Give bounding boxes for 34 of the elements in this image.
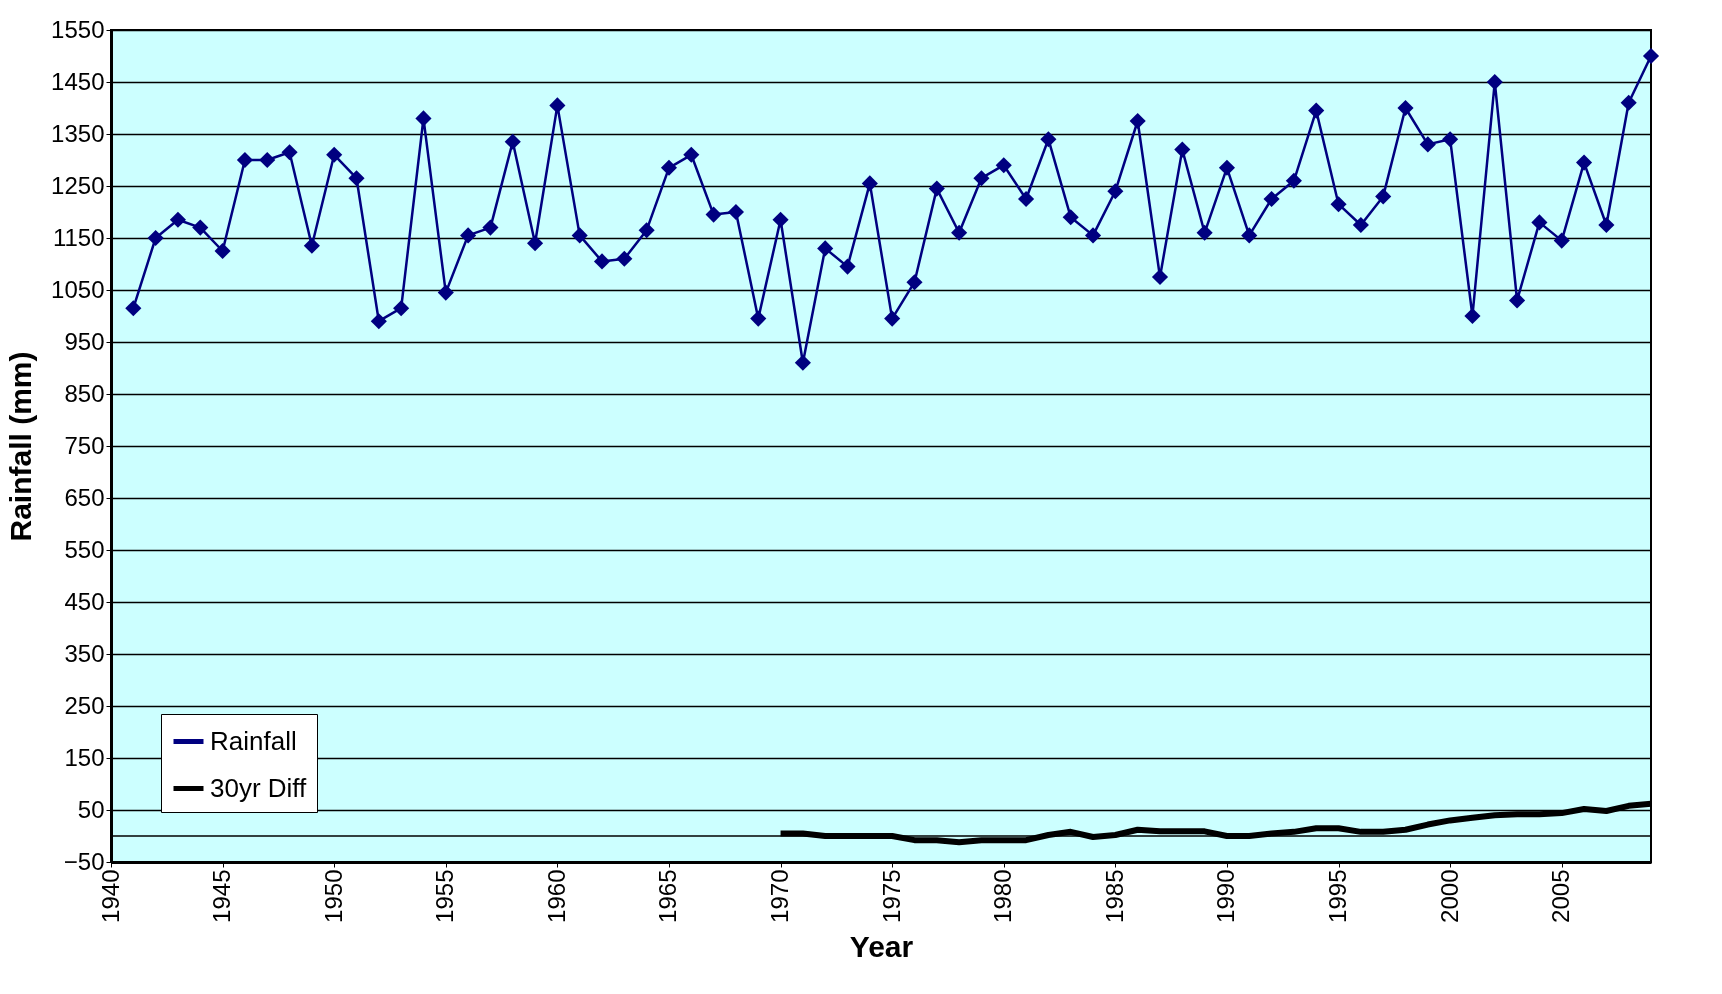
y-tick-label: 650 [64,483,105,511]
y-axis-title: Rainfall (mm) [4,351,38,542]
y-tick-label: 1450 [51,67,105,95]
x-tick-label: 1975 [877,869,905,923]
x-tick-label: 1950 [319,869,347,923]
x-tick-label: 2000 [1435,869,1463,923]
x-tick-label: 1995 [1324,869,1352,923]
x-tick-label: 1940 [96,869,124,923]
y-tick-label: 1050 [51,275,105,303]
y-tick-label: 550 [64,535,105,563]
x-tick-label: 1955 [431,869,459,923]
legend-label: 30yr Diff [210,772,308,803]
y-tick-label: 1250 [51,171,105,199]
x-tick-label: 1970 [766,869,794,923]
y-tick-label: 1150 [52,223,105,251]
y-tick-label: 1550 [51,15,105,43]
y-tick-label: 1350 [51,119,105,147]
y-tick-label: 950 [64,327,105,355]
x-tick-label: 1980 [989,869,1017,923]
legend-label: Rainfall [210,725,297,756]
y-tick-label: 450 [64,587,105,615]
x-tick-label: 1965 [654,869,682,923]
y-tick-label: 750 [64,431,105,459]
y-tick-label: 850 [64,379,105,407]
x-tick-label: 2005 [1547,869,1575,923]
y-tick-label: 250 [64,691,105,719]
x-tick-label: 1945 [208,869,236,923]
y-tick-label: 50 [77,795,105,823]
y-tick-label: 150 [64,743,105,771]
x-tick-label: 1960 [542,869,570,923]
x-axis-title: Year [849,929,914,963]
y-tick-label: 350 [64,639,105,667]
x-tick-label: 1985 [1100,869,1128,923]
x-tick-label: 1990 [1212,869,1240,923]
